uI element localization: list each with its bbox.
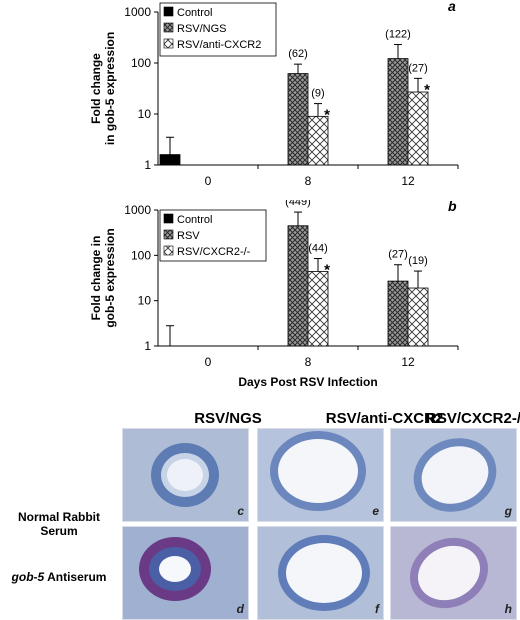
y-tick-label: 10 bbox=[138, 107, 152, 121]
micrograph-f-image bbox=[258, 527, 383, 619]
panel-letter-h: h bbox=[504, 602, 512, 616]
y-axis-label-line2: gob-5 expression bbox=[103, 228, 117, 327]
y-tick-label: 10 bbox=[138, 294, 152, 308]
legend-swatch bbox=[163, 22, 174, 33]
legend-box bbox=[159, 209, 267, 262]
y-tick-label: 1000 bbox=[124, 203, 151, 217]
bar-rsv-ngs bbox=[387, 58, 409, 166]
legend-label: RSV/NGS bbox=[177, 23, 227, 35]
row-label-gob5-italic: gob-5 bbox=[11, 570, 45, 584]
micrograph-e-image bbox=[258, 429, 383, 521]
micrograph-h-image bbox=[391, 527, 516, 619]
column-header-rsv-anti-cxcr2: RSV/anti-CXCR2 bbox=[325, 410, 444, 427]
bar-rsv-anti-cxcr2 bbox=[407, 91, 429, 166]
micrograph-e: e bbox=[257, 428, 384, 522]
chart-b: 1 10 100 1000 Fold change in gob-5 expression… bbox=[89, 200, 459, 389]
micrograph-d: d bbox=[122, 526, 249, 620]
y-tick-label: 1000 bbox=[124, 5, 151, 19]
x-tick-label: 0 bbox=[205, 355, 212, 369]
legend-label: RSV bbox=[177, 230, 200, 242]
legend-box bbox=[159, 2, 277, 57]
column-header-rsv-cxcr2-ko: RSV/CXCR2-/- bbox=[425, 410, 520, 427]
micrograph-f: f bbox=[257, 526, 384, 620]
x-tick-label: 8 bbox=[305, 355, 312, 369]
y-tick-label: 100 bbox=[131, 248, 151, 262]
bar-control bbox=[159, 154, 181, 166]
y-tick-label: 100 bbox=[131, 56, 151, 70]
x-tick-label: 0 bbox=[205, 174, 212, 188]
column-header-rsv-ngs: RSV/NGS bbox=[194, 410, 262, 427]
y-tick-label: 1 bbox=[144, 339, 151, 353]
panel-letter-f: f bbox=[375, 602, 379, 616]
x-tick-label: 8 bbox=[305, 174, 312, 188]
legend-label: RSV/anti-CXCR2 bbox=[177, 39, 261, 51]
x-tick-label: 12 bbox=[401, 355, 415, 369]
micrograph-h: h bbox=[390, 526, 517, 620]
data-label: (19) bbox=[408, 255, 428, 267]
data-label: (9) bbox=[311, 88, 324, 100]
data-label: (44) bbox=[308, 243, 328, 255]
data-label: (27) bbox=[388, 249, 408, 261]
panel-label: b bbox=[448, 200, 457, 214]
bar-rsv-cxcr2- bbox=[407, 287, 429, 347]
legend-label: Control bbox=[177, 214, 212, 226]
x-axis-label: Days Post RSV Infection bbox=[238, 375, 377, 389]
legend-swatch bbox=[163, 229, 174, 240]
legend-swatch bbox=[163, 213, 174, 224]
significance-marker: * bbox=[424, 81, 430, 98]
bar-rsv-cxcr2- bbox=[307, 271, 329, 347]
y-axis-label-line1: Fold change bbox=[89, 53, 103, 124]
y-axis-label-line2: in gob-5 expression bbox=[103, 32, 117, 145]
micrograph-c-image bbox=[123, 429, 248, 521]
legend-swatch bbox=[163, 245, 174, 256]
x-tick-label: 12 bbox=[401, 174, 415, 188]
panel-letter-d: d bbox=[236, 602, 244, 616]
bar-rsv-ngs bbox=[287, 73, 309, 166]
micrograph-g-image bbox=[391, 429, 516, 521]
panel-label: a bbox=[448, 0, 456, 14]
chart-a: 1 10 100 1000 Fold change in gob-5 expression… bbox=[89, 0, 459, 188]
y-axis-label-line1: Fold change in bbox=[89, 236, 103, 321]
data-label: (449) bbox=[285, 200, 311, 208]
panel-letter-c: c bbox=[237, 504, 244, 518]
legend-label: Control bbox=[177, 7, 212, 19]
legend-swatch bbox=[163, 6, 174, 17]
panel-letter-e: e bbox=[372, 504, 379, 518]
panel-letter-g: g bbox=[504, 504, 512, 518]
row-label-gob5-antiserum: gob-5 Antiserum bbox=[0, 570, 118, 584]
micrograph-d-image bbox=[123, 527, 248, 619]
bar-rsv bbox=[387, 280, 409, 347]
bar-rsv bbox=[287, 225, 309, 347]
bar-rsv-anti-cxcr2 bbox=[307, 115, 329, 166]
significance-marker: * bbox=[324, 262, 330, 279]
y-tick-label: 1 bbox=[144, 158, 151, 172]
data-label: (62) bbox=[288, 48, 308, 60]
legend-swatch bbox=[163, 38, 174, 49]
micrograph-g: g bbox=[390, 428, 517, 522]
row-label-antiserum-text: Antiserum bbox=[44, 570, 107, 584]
data-label: (122) bbox=[385, 29, 411, 41]
legend-label: RSV/CXCR2-/- bbox=[177, 246, 251, 258]
row-label-normal-serum: Normal Rabbit Serum bbox=[17, 510, 100, 538]
micrograph-c: c bbox=[122, 428, 249, 522]
significance-marker: * bbox=[324, 107, 330, 124]
data-label: (27) bbox=[408, 62, 428, 74]
